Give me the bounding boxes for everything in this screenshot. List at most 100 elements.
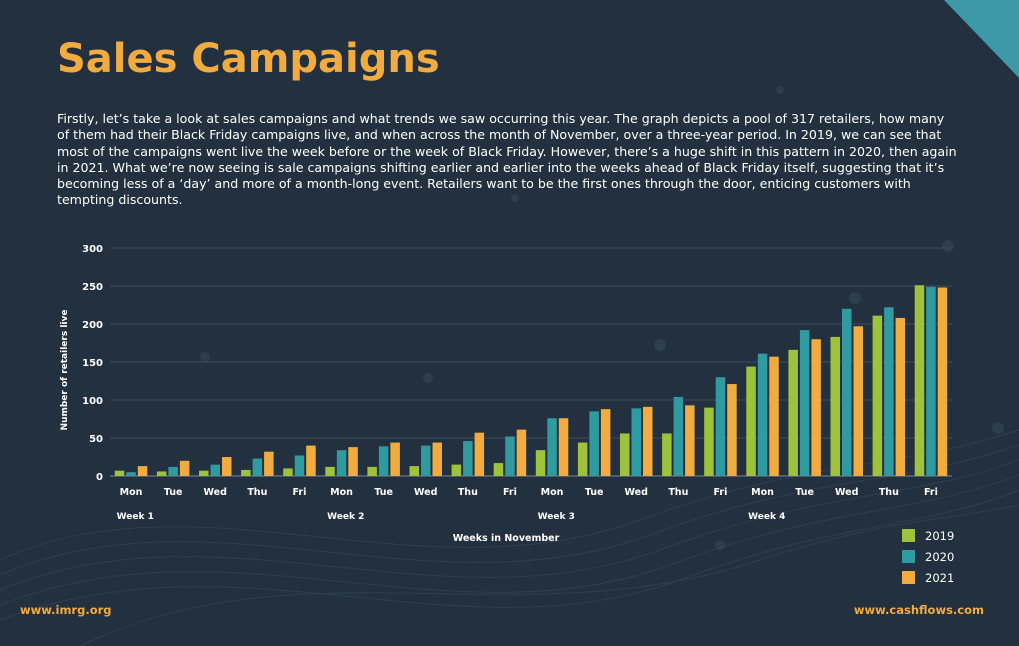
x-tick-label: Thu bbox=[668, 487, 688, 498]
bar-2019 bbox=[914, 285, 925, 476]
bar-2021 bbox=[769, 356, 779, 476]
legend-label-2019: 2019 bbox=[925, 528, 955, 543]
footer-link-cashflows[interactable]: www.cashflows.com bbox=[853, 603, 984, 617]
bar-2019 bbox=[409, 466, 419, 476]
bar-2019 bbox=[493, 463, 504, 476]
footer-link-imrg[interactable]: www.imrg.org bbox=[20, 603, 112, 617]
bar-2021 bbox=[727, 384, 737, 476]
bar-2020 bbox=[378, 446, 389, 476]
x-tick-label: Thu bbox=[247, 487, 267, 498]
legend-swatch-2021 bbox=[902, 571, 915, 584]
week-label: Week 4 bbox=[748, 512, 785, 522]
x-tick-label: Fri bbox=[924, 487, 938, 498]
bar-2019 bbox=[662, 433, 672, 476]
bar-2021 bbox=[643, 406, 653, 476]
bar-2021 bbox=[474, 432, 485, 476]
legend-item-2021: 2021 bbox=[902, 567, 954, 588]
y-tick-label: 200 bbox=[82, 320, 103, 331]
bar-2020 bbox=[884, 307, 894, 476]
bar-2019 bbox=[283, 468, 293, 476]
bar-2020 bbox=[126, 472, 136, 476]
legend-label-2020: 2020 bbox=[925, 549, 955, 564]
bar-2020 bbox=[757, 353, 768, 476]
week-label: Week 3 bbox=[538, 512, 575, 522]
bar-2021 bbox=[432, 442, 442, 476]
x-tick-label: Tue bbox=[585, 487, 604, 498]
legend-swatch-2020 bbox=[902, 550, 915, 563]
bar-2021 bbox=[264, 451, 274, 476]
legend-label-2021: 2021 bbox=[925, 570, 955, 585]
bar-2020 bbox=[336, 450, 347, 476]
bar-2021 bbox=[516, 429, 527, 476]
x-tick-label: Tue bbox=[374, 487, 393, 498]
bar-2021 bbox=[179, 460, 190, 476]
legend-item-2020: 2020 bbox=[902, 546, 954, 567]
bar-2020 bbox=[463, 441, 473, 476]
x-tick-label: Wed bbox=[414, 487, 437, 498]
corner-accent bbox=[944, 0, 1019, 78]
bar-2019 bbox=[704, 407, 714, 476]
week-label: Week 1 bbox=[117, 512, 154, 522]
x-tick-label: Thu bbox=[458, 487, 478, 498]
bar-2020 bbox=[168, 466, 178, 476]
bar-2019 bbox=[872, 315, 883, 476]
y-tick-label: 250 bbox=[82, 282, 103, 293]
x-axis-label: Weeks in November bbox=[453, 533, 560, 544]
y-tick-label: 150 bbox=[82, 358, 103, 369]
y-tick-label: 50 bbox=[89, 434, 103, 445]
y-tick-label: 0 bbox=[96, 472, 103, 483]
x-tick-label: Mon bbox=[330, 487, 353, 498]
bar-2019 bbox=[577, 442, 588, 476]
x-tick-label: Mon bbox=[120, 487, 143, 498]
x-tick-label: Wed bbox=[204, 487, 227, 498]
y-axis-label: Number of retailers live bbox=[60, 310, 70, 431]
bar-2020 bbox=[926, 286, 936, 476]
x-tick-label: Mon bbox=[541, 487, 564, 498]
x-tick-label: Fri bbox=[503, 487, 517, 498]
bar-2019 bbox=[746, 366, 756, 476]
bar-2020 bbox=[505, 436, 515, 476]
bar-2020 bbox=[842, 308, 852, 476]
y-tick-label: 300 bbox=[82, 244, 103, 255]
bar-2020 bbox=[631, 408, 641, 476]
bar-2019 bbox=[451, 464, 462, 476]
legend-swatch-2019 bbox=[902, 529, 915, 542]
bar-2020 bbox=[294, 455, 305, 476]
bar-2021 bbox=[685, 405, 695, 476]
bar-2021 bbox=[137, 466, 148, 476]
bar-2019 bbox=[114, 470, 125, 476]
bar-2021 bbox=[600, 409, 611, 476]
x-tick-label: Thu bbox=[879, 487, 899, 498]
chart-legend: 2019 2020 2021 bbox=[902, 525, 954, 588]
bar-2019 bbox=[199, 470, 209, 476]
bar-2021 bbox=[306, 445, 316, 476]
bar-2020 bbox=[210, 464, 220, 476]
bar-2019 bbox=[620, 433, 630, 476]
y-tick-label: 100 bbox=[82, 396, 103, 407]
x-tick-label: Tue bbox=[795, 487, 814, 498]
bar-2019 bbox=[788, 349, 798, 476]
bar-2021 bbox=[222, 457, 232, 476]
legend-item-2019: 2019 bbox=[902, 525, 954, 546]
bar-2019 bbox=[241, 469, 251, 476]
page-title: Sales Campaigns bbox=[57, 36, 440, 82]
intro-paragraph: Firstly, let’s take a look at sales camp… bbox=[57, 111, 957, 208]
bar-2020 bbox=[799, 330, 810, 476]
bar-2021 bbox=[937, 287, 948, 476]
bar-2019 bbox=[535, 450, 546, 476]
bar-2020 bbox=[547, 418, 557, 476]
bar-2021 bbox=[348, 447, 358, 476]
x-tick-label: Fri bbox=[293, 487, 307, 498]
bar-2021 bbox=[853, 326, 863, 476]
x-tick-label: Fri bbox=[714, 487, 728, 498]
bar-2020 bbox=[715, 377, 726, 476]
bar-2019 bbox=[325, 466, 335, 476]
bar-2021 bbox=[811, 339, 821, 476]
bar-2019 bbox=[830, 336, 840, 476]
bar-2019 bbox=[367, 466, 377, 476]
bar-2021 bbox=[390, 442, 400, 476]
bar-2019 bbox=[156, 471, 167, 476]
bar-2021 bbox=[895, 317, 906, 476]
